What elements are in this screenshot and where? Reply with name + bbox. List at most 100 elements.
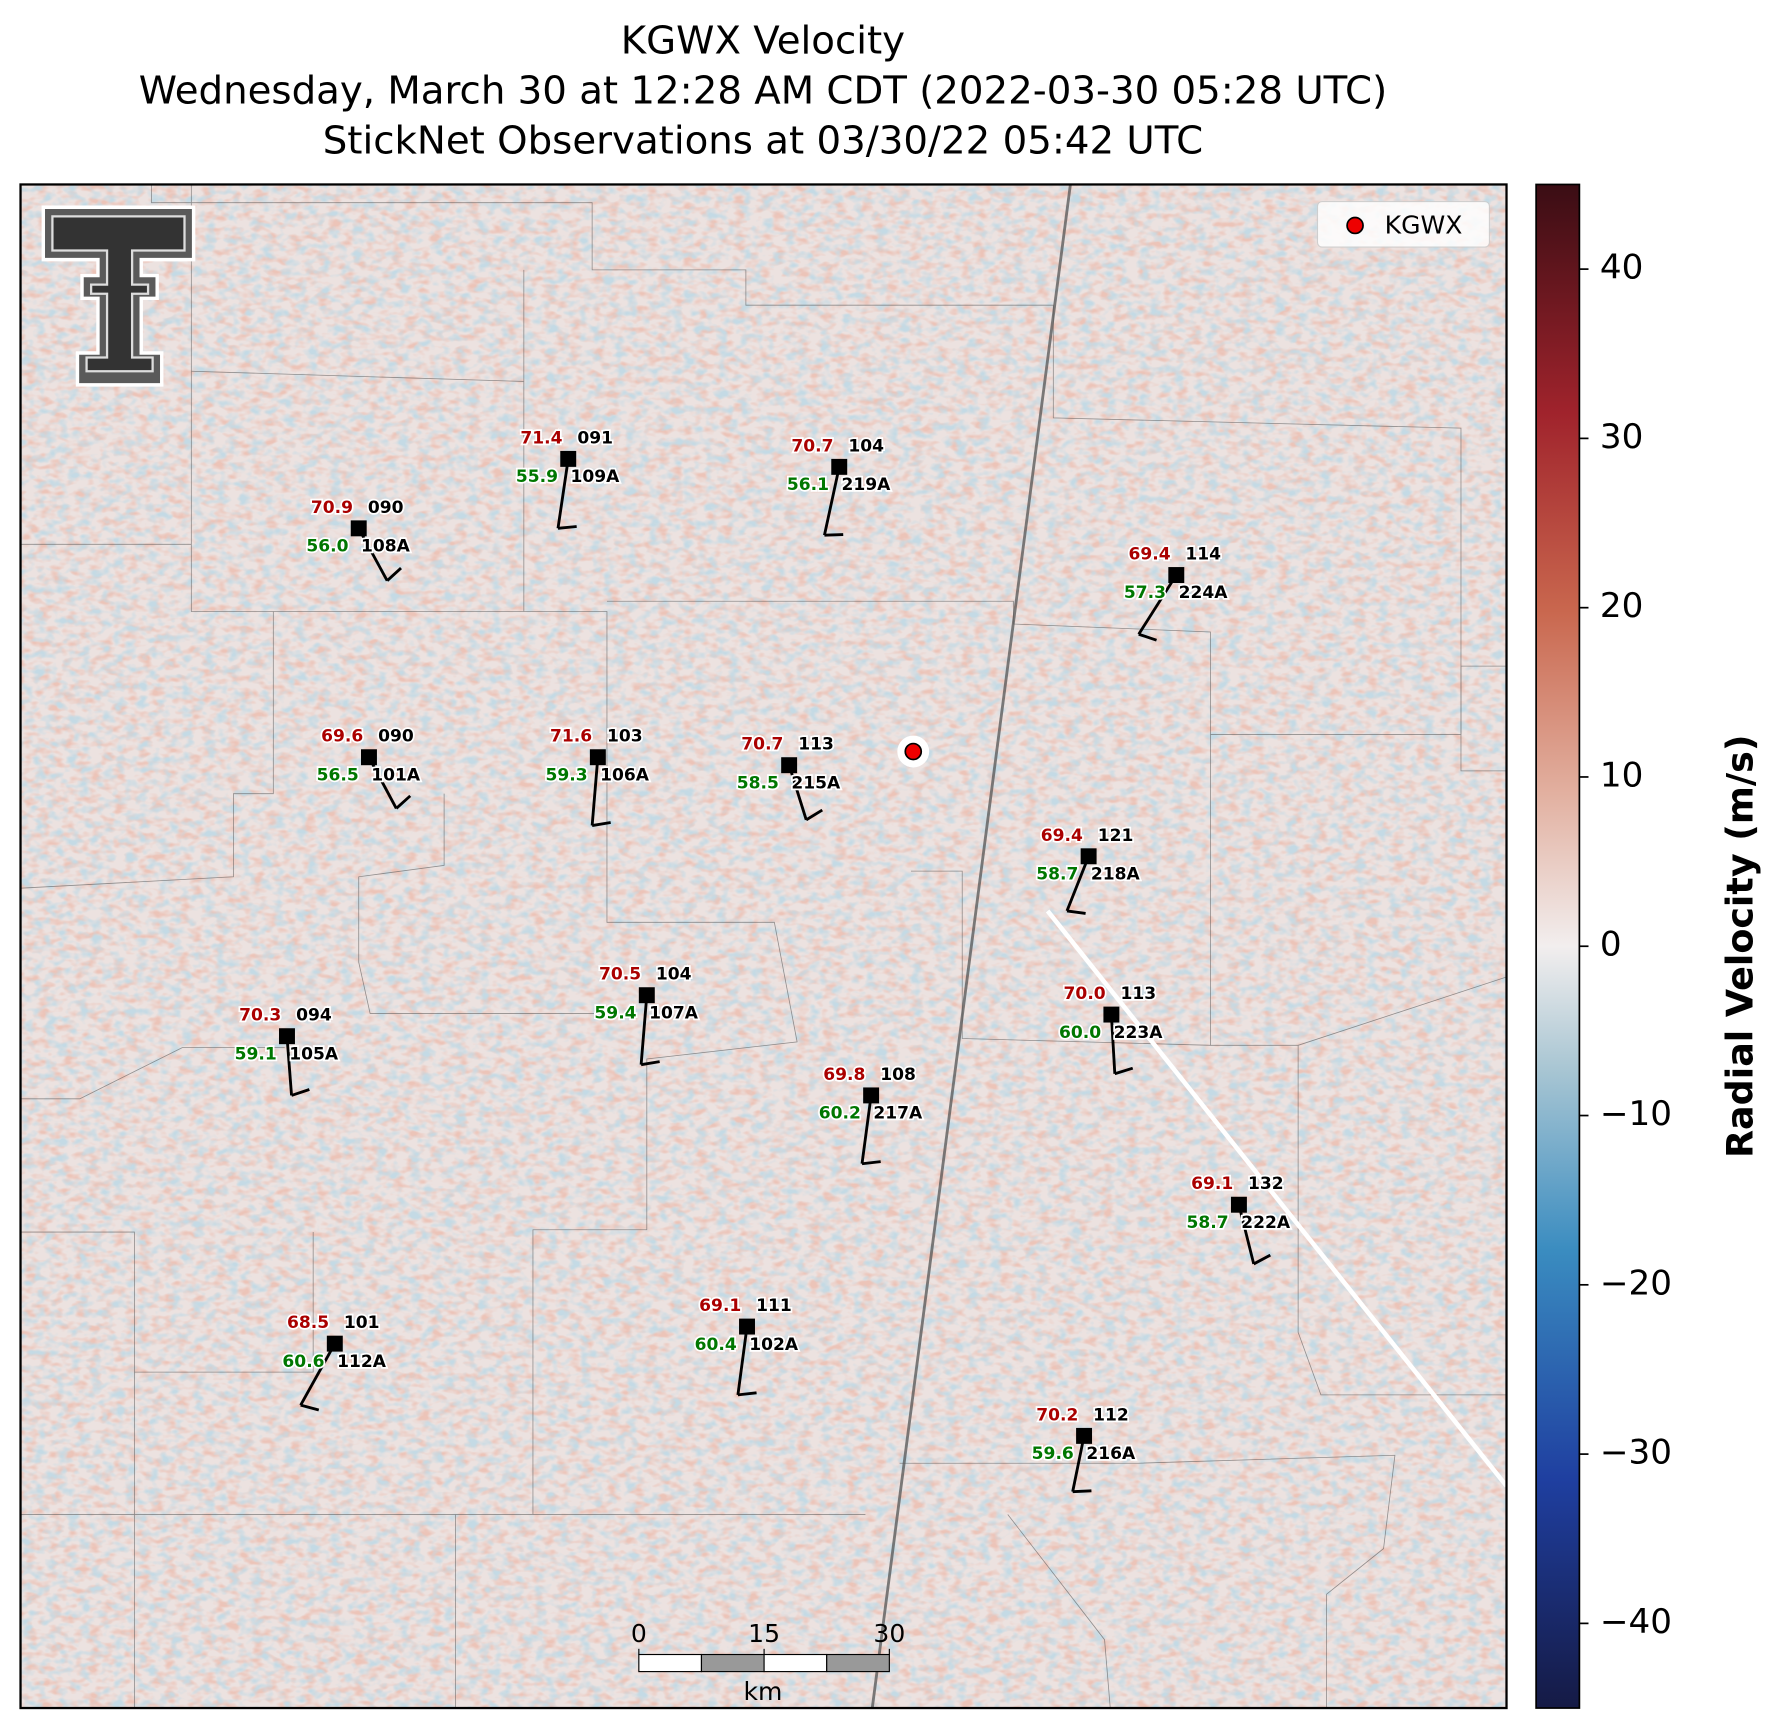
- title-line: KGWX Velocity: [621, 19, 905, 64]
- radar-site: [904, 742, 923, 761]
- colorbar-tick-label: 0: [1600, 925, 1622, 965]
- wind-barb-feather: [805, 808, 823, 822]
- station-value: 108: [880, 1065, 916, 1085]
- station-id: 112A: [337, 1352, 387, 1372]
- wind-barb-feather: [395, 794, 412, 810]
- station-id: 108A: [361, 537, 411, 557]
- colorbar-tick-label: −20: [1600, 1263, 1672, 1303]
- station-value: 104: [848, 436, 884, 456]
- station-marker: [1076, 1427, 1093, 1444]
- station-value: 111: [756, 1296, 792, 1316]
- wind-barb-staff: [1071, 1435, 1086, 1492]
- temperature: 71.4: [520, 428, 562, 448]
- wind-barb-feather: [386, 566, 402, 582]
- station-value: 103: [607, 727, 643, 747]
- station-marker: [1103, 1006, 1120, 1023]
- scale-unit: km: [743, 1677, 782, 1706]
- dewpoint: 58.5: [737, 773, 779, 793]
- wind-barb-staff: [299, 1342, 337, 1406]
- station: 69.1 111 60.4 102A: [693, 1294, 801, 1397]
- wind-barb-feather: [640, 1060, 660, 1067]
- station-marker: [1230, 1196, 1247, 1213]
- scale-bar: 0 15 30 km: [631, 1619, 905, 1706]
- scale-segment: [826, 1653, 890, 1673]
- title-line: Wednesday, March 30 at 12:28 AM CDT (202…: [139, 69, 1387, 114]
- wind-barb-staff: [1109, 1014, 1117, 1074]
- temperature: 69.4: [1041, 826, 1083, 846]
- colorbar-label: Radial Velocity (m/s): [1719, 735, 1762, 1158]
- station-value: 090: [368, 498, 404, 518]
- station: 70.9 090 56.0 108A: [305, 496, 412, 582]
- station-id: 224A: [1179, 583, 1229, 603]
- temperature: 70.7: [791, 436, 833, 456]
- station-marker: [739, 1318, 755, 1335]
- station-id: 106A: [600, 765, 650, 785]
- station-id: 109A: [571, 467, 621, 487]
- scale-tick-label: 0: [631, 1619, 647, 1648]
- wind-barb-staff: [860, 1095, 873, 1164]
- station-value: 121: [1098, 826, 1134, 846]
- station: 70.3 094 59.1 105A: [233, 1004, 341, 1097]
- scale-segment: [763, 1653, 828, 1673]
- wind-barb-staff: [556, 458, 570, 529]
- legend-marker: [1346, 216, 1364, 235]
- colorbar: [1535, 183, 1581, 1709]
- colorbar-tick-label: 30: [1600, 417, 1643, 457]
- temperature: 70.0: [1064, 984, 1106, 1004]
- highway: [870, 184, 1072, 1709]
- station-value: 091: [577, 428, 613, 448]
- station-marker: [589, 749, 606, 766]
- wind-barb-feather: [1066, 909, 1086, 915]
- temperature: 71.6: [550, 727, 592, 747]
- station-id: 105A: [289, 1044, 339, 1064]
- wind-barb-feather: [1114, 1066, 1134, 1076]
- map: 70.9 090 56.0 108A 71.4 091 55.9 109A 70.7 104 56.…: [20, 184, 1507, 1709]
- dewpoint: 56.5: [317, 765, 359, 785]
- station: 69.8 108 60.2 217A: [817, 1063, 925, 1166]
- legend-label: KGWX: [1385, 211, 1463, 240]
- station-marker: [326, 1335, 343, 1352]
- station-marker: [350, 520, 367, 537]
- station: 69.1 132 58.7 222A: [1185, 1173, 1293, 1266]
- wind-barb-feather: [300, 1403, 320, 1412]
- map-frame: [19, 183, 1508, 1710]
- stations: 70.9 090 56.0 108A 71.4 091 55.9 109A 70.7 104 56.…: [233, 427, 1293, 1494]
- station-value: 112: [1093, 1405, 1129, 1425]
- wind-barb-feather: [737, 1391, 757, 1397]
- dewpoint: 60.0: [1059, 1023, 1101, 1043]
- wind-barb-staff: [1237, 1204, 1256, 1265]
- wind-barb-staff: [787, 764, 808, 821]
- dewpoint: 59.4: [594, 1003, 636, 1023]
- station-id: 215A: [791, 773, 841, 793]
- title-line: StickNet Observations at 03/30/22 05:42 …: [323, 119, 1203, 164]
- temperature: 69.1: [699, 1296, 741, 1316]
- station: 70.2 112 59.6 216A: [1030, 1404, 1138, 1494]
- station-value: 113: [798, 735, 834, 755]
- station-value: 132: [1248, 1174, 1284, 1194]
- colorbar-tick-label: −10: [1600, 1094, 1672, 1134]
- wind-barb-staff: [285, 1036, 293, 1096]
- dewpoint: 60.6: [282, 1352, 324, 1372]
- station-marker: [1080, 848, 1097, 865]
- wind-barb-staff: [823, 466, 841, 536]
- temperature: 69.4: [1128, 545, 1170, 565]
- dewpoint: 58.7: [1036, 865, 1078, 885]
- wind-barb-staff: [639, 995, 649, 1065]
- wind-barb-staff: [1065, 855, 1090, 912]
- temperature: 69.6: [321, 727, 363, 747]
- logo: [41, 205, 196, 387]
- station-id: 218A: [1091, 865, 1141, 885]
- station-marker: [863, 1087, 880, 1104]
- dewpoint: 58.7: [1187, 1213, 1229, 1233]
- station-id: 223A: [1114, 1023, 1164, 1043]
- station-id: 216A: [1086, 1444, 1136, 1464]
- wind-barb-feather: [824, 533, 844, 537]
- colorbar-ticks: 40 30 20 10 0 −10 −20 −30 −40: [1579, 248, 1672, 1642]
- wind-barb-feather: [1253, 1253, 1271, 1266]
- dewpoint: 59.6: [1032, 1444, 1074, 1464]
- wind-barb-staff: [367, 756, 398, 810]
- temperature: 68.5: [287, 1313, 329, 1333]
- wind-barb-staff: [736, 1326, 749, 1396]
- wind-barb-feather: [861, 1160, 881, 1166]
- station-marker: [560, 450, 577, 467]
